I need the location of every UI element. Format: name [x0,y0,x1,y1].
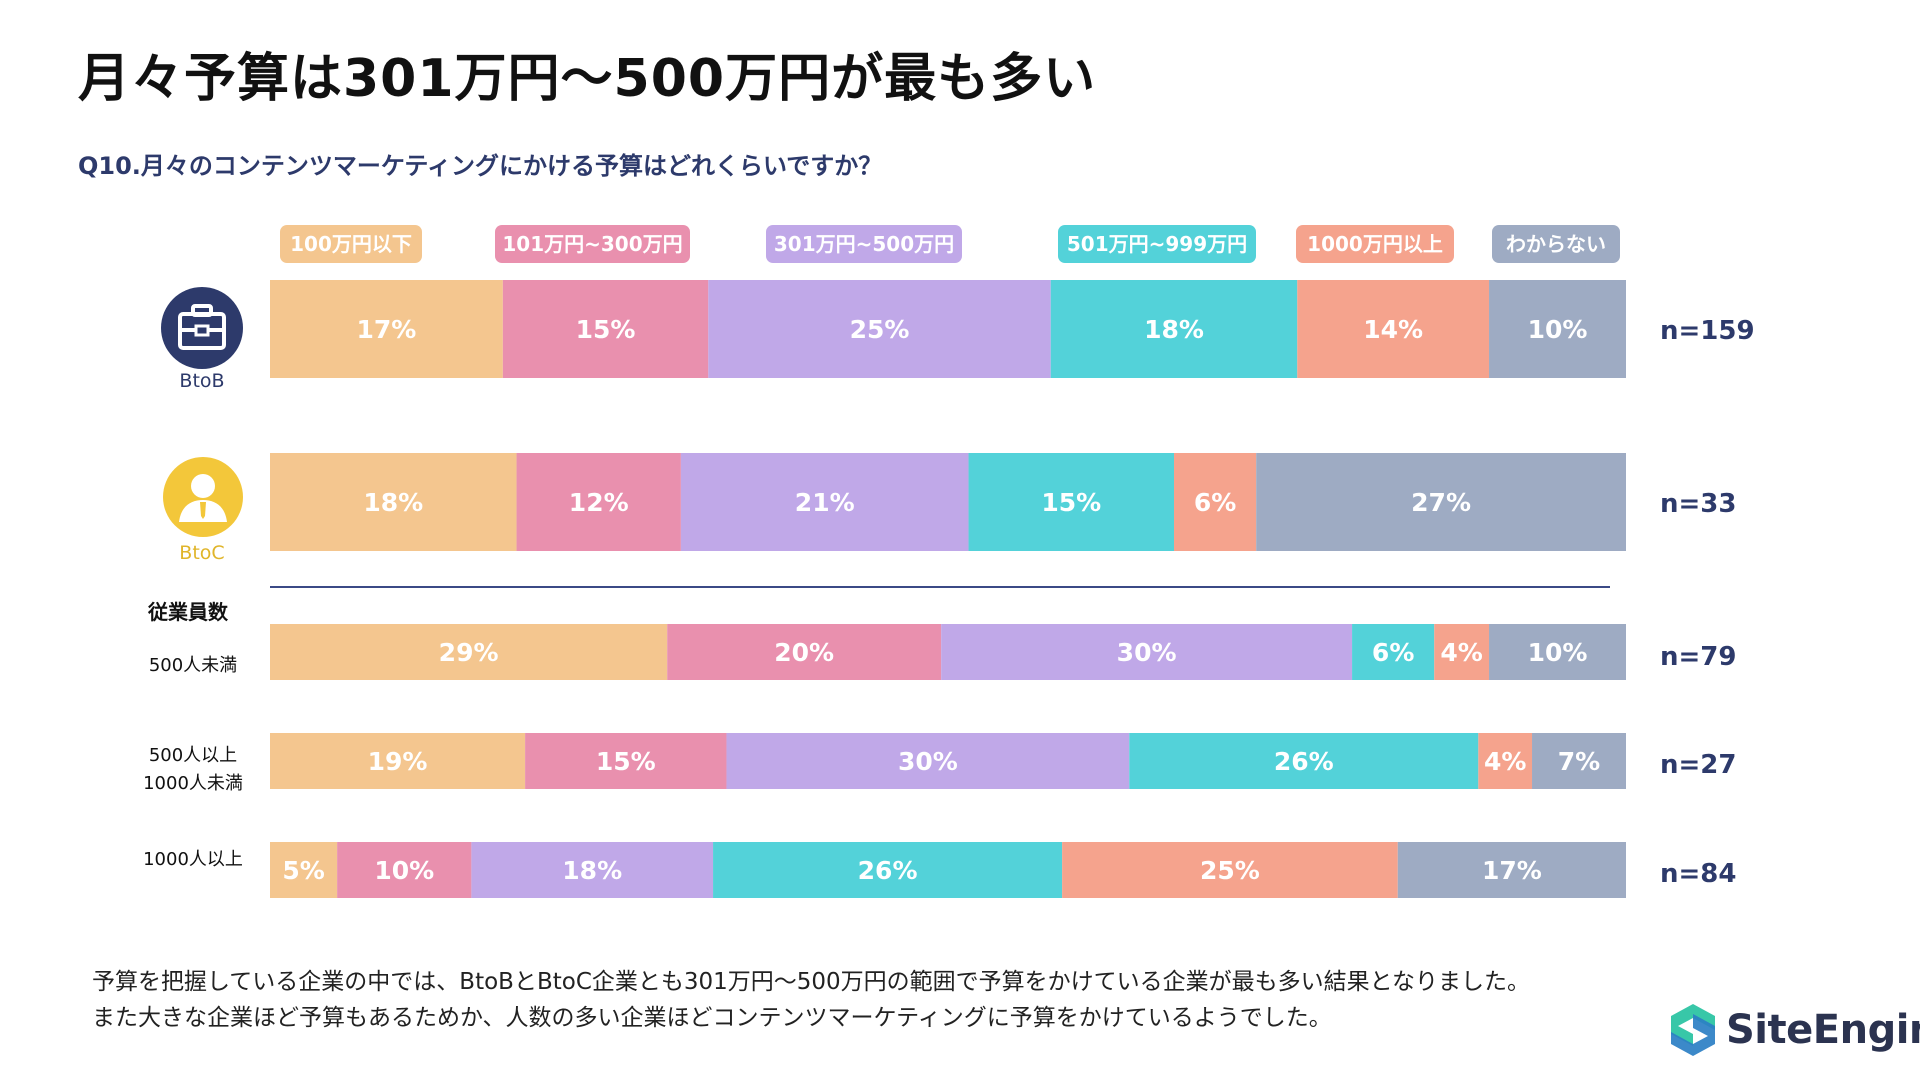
bar-segment-r4-c2 [525,733,727,789]
bar-label-r5-c2: 10% [374,856,434,885]
briefcase-icon [161,287,243,369]
bar-label-r3-c4: 6% [1372,638,1414,667]
bar-label-r1-c5: 14% [1363,315,1423,344]
bar-label-r2-c4: 15% [1041,488,1101,517]
site-engine-logo-icon [1671,1004,1715,1056]
bar-label-r3-c5: 4% [1440,638,1482,667]
employee-count-label: 従業員数 [148,600,228,624]
bar-label-r5-c5: 25% [1200,856,1260,885]
bar-segment-r4-c3 [726,733,1130,789]
bar-segment-r1-c3 [708,280,1051,378]
bar-segment-r4-c6 [1532,733,1626,789]
bar-label-r1-c2: 15% [576,315,636,344]
btoc-caption: BtoC [179,542,225,564]
bar-label-r4-c4: 26% [1274,747,1334,776]
bar-segment-r5-c6 [1397,842,1626,898]
bar-segment-r4-c4 [1129,733,1479,789]
bar-segment-r2-c3 [680,453,969,551]
sample-size-label-4: n=27 [1660,750,1736,780]
bar-label-r1-c4: 18% [1144,315,1204,344]
bar-segment-r3-c1 [270,624,668,680]
bar-label-r2-c1: 18% [363,488,423,517]
bar-segment-r2-c1 [270,453,517,551]
bar-label-r3-c6: 10% [1528,638,1588,667]
bar-segment-r4-c1 [270,733,526,789]
sample-size-label-1: n=159 [1660,316,1755,346]
bar-segment-r5-c4 [713,842,1063,898]
bar-label-r3-c1: 29% [439,638,499,667]
bar-segment-r3-c6 [1489,624,1626,680]
row-label-500-1000: 500人以上 1000人未満 [143,745,243,794]
bar-label-r4-c3: 30% [898,747,958,776]
bar-label-r5-c4: 26% [858,856,918,885]
bar-segment-r2-c4 [968,453,1174,551]
bar-segment-r3-c3 [941,624,1353,680]
question-text: Q10.月々のコンテンツマーケティングにかける予算はどれくらいですか？ [78,152,883,180]
bar-segment-r1-c6 [1489,280,1626,378]
description-line-2: また大きな企業ほど予算もあるためか、人数の多い企業ほどコンテンツマーケティングに… [92,1005,1332,1031]
logo-text: SiteEngine [1726,1007,1920,1053]
bar-segment-r1-c1 [270,280,503,378]
sample-size-label-5: n=84 [1660,859,1736,889]
page-title: 月々予算は301万円〜500万円が最も多い [78,49,1097,109]
btob-icon-wrap [160,286,244,374]
sample-size-label-3: n=79 [1660,642,1736,672]
sample-size-label-2: n=33 [1660,489,1736,519]
bar-label-r1-c6: 10% [1528,315,1588,344]
bar-label-r1-c3: 25% [850,315,910,344]
bar-segment-r5-c1 [270,842,338,898]
bar-segment-r2-c2 [516,453,681,551]
bar-label-r2-c5: 6% [1194,488,1236,517]
row-label-under-500: 500人未満 [148,655,238,676]
bar-segment-r2-c6 [1256,453,1626,551]
bar-segment-r3-c5 [1434,624,1490,680]
bar-segment-r3-c4 [1352,624,1435,680]
bar-label-r4-c6: 7% [1558,747,1600,776]
bar-label-r5-c1: 5% [282,856,324,885]
person-icon [163,457,243,537]
bar-label-r4-c1: 19% [368,747,428,776]
bar-segment-r5-c2 [337,842,472,898]
bar-label-r2-c6: 27% [1411,488,1471,517]
description: 予算を把握している企業の中では、BtoBとBtoC企業とも301万円〜500万円… [92,964,1530,1036]
description-line-1: 予算を把握している企業の中では、BtoBとBtoC企業とも301万円〜500万円… [92,969,1530,995]
bar-label-r2-c3: 21% [795,488,855,517]
bar-label-r4-c2: 15% [596,747,656,776]
bar-segment-r1-c4 [1050,280,1298,378]
divider-line [270,586,1610,588]
bar-label-r4-c5: 4% [1484,747,1526,776]
bar-label-r2-c2: 12% [569,488,629,517]
bar-label-r3-c2: 20% [774,638,834,667]
bar-segment-r3-c2 [667,624,942,680]
bar-segment-r5-c3 [471,842,714,898]
site-engine-logo: SiteEngine [1668,1000,1920,1060]
bar-segment-r1-c2 [502,280,709,378]
bar-segment-r4-c5 [1478,733,1533,789]
bar-segment-r5-c5 [1062,842,1398,898]
bar-segment-r1-c5 [1297,280,1490,378]
btob-caption: BtoB [179,370,225,392]
row-label-over-1000: 1000人以上 [143,849,243,870]
bar-label-r1-c1: 17% [357,315,417,344]
bar-label-r5-c6: 17% [1482,856,1542,885]
bar-label-r3-c3: 30% [1117,638,1177,667]
btoc-icon-wrap [162,456,244,542]
bar-segment-r2-c5 [1174,453,1257,551]
bar-label-r5-c3: 18% [562,856,622,885]
